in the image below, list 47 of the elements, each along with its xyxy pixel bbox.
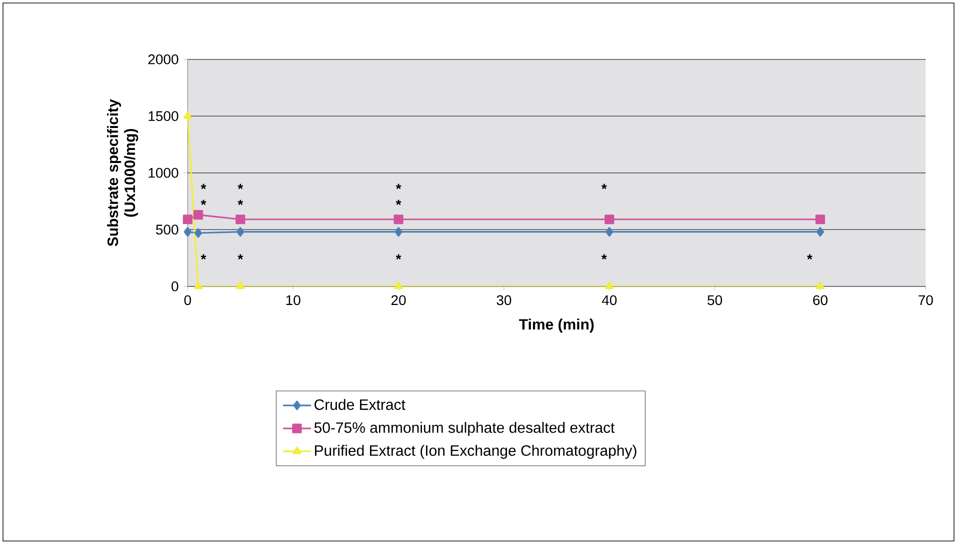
point (394, 282, 403, 290)
annotation: * (200, 254, 206, 260)
legend-label: 50-75% ammonium sulphate desalted extract (314, 422, 615, 436)
annotation: * (200, 200, 206, 206)
point (184, 227, 192, 237)
point (605, 282, 614, 290)
annotation: * (396, 254, 402, 260)
x-tick-label: 20 (391, 295, 406, 306)
x-tick-label: 30 (496, 295, 512, 306)
annotation: * (238, 184, 244, 190)
y-tick-label: 1500 (148, 111, 178, 122)
x-axis-title: Time (min) (519, 318, 594, 333)
point (606, 227, 614, 237)
annotation: * (601, 184, 607, 190)
point (194, 228, 202, 238)
x-tick-label: 40 (602, 295, 617, 306)
y-tick-label: 0 (172, 281, 178, 292)
annotation: * (807, 254, 812, 260)
y-tick-label: 1000 (148, 168, 178, 178)
point (236, 214, 246, 224)
x-tick-label: 50 (708, 295, 722, 306)
point (194, 282, 202, 290)
point (604, 214, 614, 224)
x-tick-label: 10 (286, 295, 300, 306)
annotation: * (396, 200, 402, 206)
annotation: * (601, 254, 607, 260)
annotation: * (238, 254, 244, 260)
point (815, 214, 826, 224)
point (816, 227, 824, 237)
legend-label: Crude Extract (314, 398, 406, 410)
point (236, 227, 244, 237)
point (394, 214, 404, 224)
annotation: * (200, 184, 206, 190)
point (182, 214, 192, 224)
annotation: * (396, 184, 402, 190)
annotation: * (238, 200, 244, 206)
legend-label: Purified Extract (Ion Exchange Chromatography) (315, 444, 636, 459)
y-axis-title: Substrate specificity (Ux1000/mg) (107, 99, 138, 246)
point (193, 210, 204, 220)
x-tick-label: 0 (184, 295, 192, 306)
y-tick-label: 2000 (148, 54, 178, 64)
point (394, 227, 402, 237)
point (236, 282, 245, 290)
point (816, 282, 824, 290)
x-tick-label: 60 (813, 295, 828, 306)
y-tick-label: 500 (156, 224, 178, 235)
x-tick-label: 70 (918, 295, 933, 306)
